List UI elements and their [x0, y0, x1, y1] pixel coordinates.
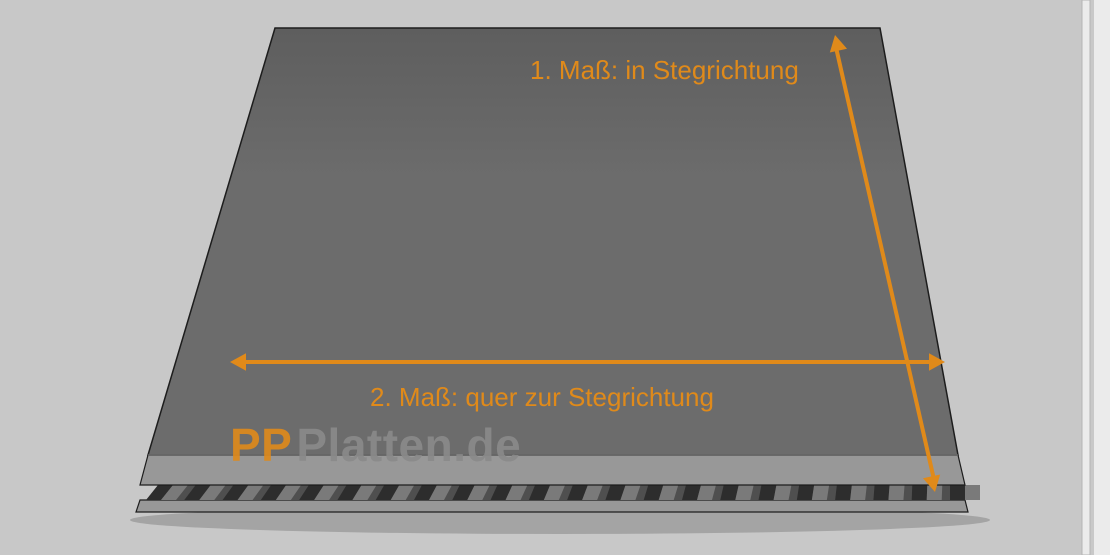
dimension-2-label: 2. Maß: quer zur Stegrichtung: [370, 382, 714, 413]
watermark-rest: Platten.de: [296, 419, 521, 471]
dimension-1-label: 1. Maß: in Stegrichtung: [530, 55, 799, 86]
diagram-stage: 1. Maß: in Stegrichtung 2. Maß: quer zur…: [0, 0, 1110, 555]
watermark-pp: PP: [230, 419, 292, 471]
watermark-logo: PPPlatten.de: [230, 418, 521, 472]
